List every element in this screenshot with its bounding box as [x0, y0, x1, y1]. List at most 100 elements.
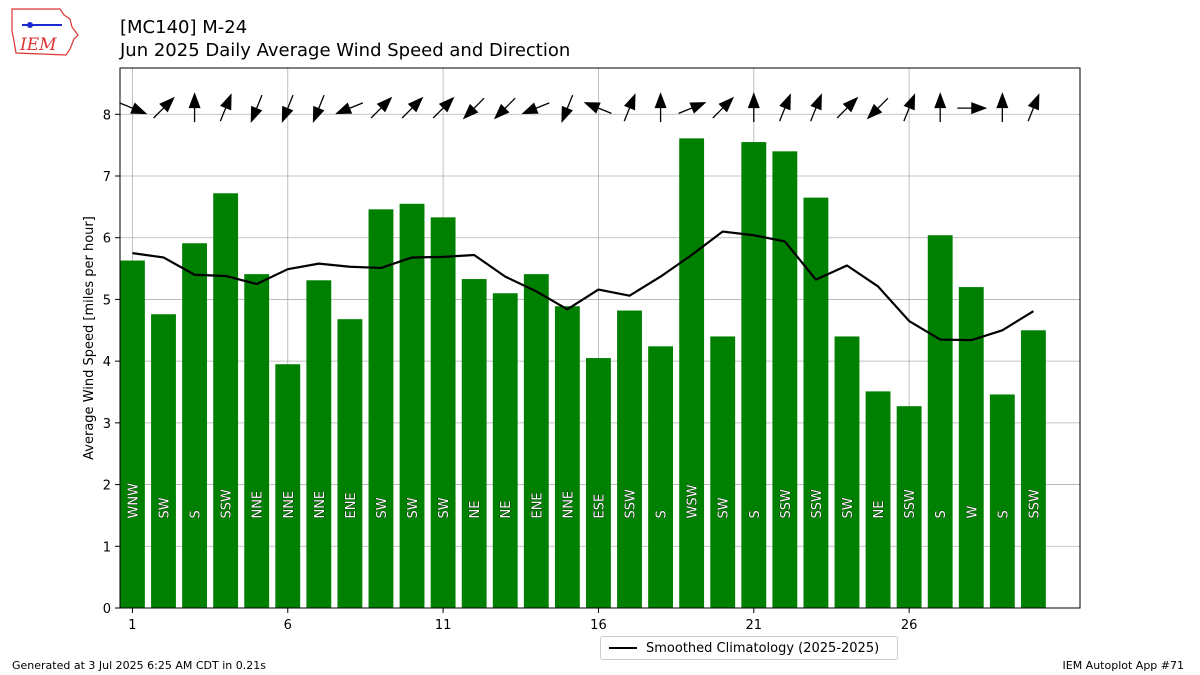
wind-arrow-icon [119, 102, 148, 115]
wind-direction-arrows [119, 92, 1040, 123]
wind-speed-bar [896, 406, 922, 608]
wind-speed-bar [461, 279, 487, 608]
direction-label: SSW [624, 489, 639, 519]
wind-speed-bar [834, 336, 860, 608]
wind-arrow-head [810, 93, 822, 111]
x-tick-label: 6 [284, 618, 292, 633]
wind-arrow-icon [934, 92, 947, 123]
direction-label: SSW [220, 489, 235, 519]
wind-arrow-shaft [317, 94, 325, 111]
wind-arrow-head [996, 92, 1009, 109]
direction-label: SSW [903, 489, 918, 519]
direction-label: NNE [313, 491, 328, 519]
direction-label: SW [406, 497, 421, 518]
wind-speed-bar [772, 151, 798, 609]
wind-arrow-shaft [623, 106, 631, 122]
wind-arrow-icon [779, 93, 791, 122]
station-dot-icon [27, 22, 33, 28]
wind-speed-bar [586, 358, 611, 608]
wind-arrow-head [654, 92, 667, 109]
wind-speed-bar [803, 197, 829, 608]
wind-speed-bar [710, 336, 736, 608]
wind-speed-bar [492, 293, 518, 608]
wind-arrow-shaft [255, 94, 263, 111]
wind-speed-bar [399, 203, 425, 608]
wind-speed-bar [306, 280, 332, 608]
x-tick-label: 16 [590, 618, 607, 633]
plot-frame [119, 67, 1081, 609]
direction-label: SSW [1027, 489, 1042, 519]
wind-arrow-shaft [566, 94, 574, 111]
wind-arrow-shaft [903, 106, 911, 122]
direction-label: SSW [810, 489, 825, 519]
wind-arrow-icon [836, 96, 859, 119]
y-axis-label: Average Wind Speed [miles per hour] [82, 216, 97, 460]
direction-label: ESE [592, 494, 607, 519]
x-tick-label: 21 [746, 618, 763, 633]
wind-arrow-head [934, 92, 947, 109]
wind-arrow-icon [219, 93, 232, 122]
wind-speed-bar [368, 209, 394, 608]
direction-label: WNW [126, 483, 141, 519]
wind-arrow-shaft [876, 97, 889, 110]
direction-label: SW [375, 497, 390, 518]
wind-arrow-icon [654, 92, 667, 123]
wind-arrow-head [220, 93, 232, 111]
wind-speed-bar [648, 346, 674, 608]
wind-arrow-shaft [153, 106, 166, 119]
wind-arrow-icon [712, 96, 735, 119]
y-tick-label: 8 [103, 108, 111, 123]
y-tick-label: 3 [103, 417, 111, 432]
wind-arrow-icon [996, 92, 1009, 123]
wind-speed-bar [617, 310, 642, 608]
wind-arrow-icon [903, 93, 916, 122]
wind-arrow-head [335, 102, 353, 115]
wind-arrow-head [747, 92, 760, 109]
wind-arrow-shaft [219, 106, 227, 122]
wind-arrow-icon [188, 92, 201, 123]
wind-arrow-head [188, 92, 201, 109]
wind-arrow-shaft [286, 94, 294, 111]
wind-arrow-icon [521, 102, 550, 115]
direction-label: S [934, 510, 949, 518]
logo-text: IEM [19, 35, 57, 55]
y-tick-label: 7 [103, 170, 111, 185]
wind-speed-bar [213, 193, 239, 608]
wind-arrow-head [376, 96, 393, 113]
wind-arrow-shaft [432, 106, 445, 119]
wind-arrow-head [159, 96, 175, 113]
wind-arrow-head [1027, 93, 1040, 111]
direction-label: SSW [779, 489, 794, 519]
legend: Smoothed Climatology (2025-2025) [600, 636, 898, 660]
direction-label: S [748, 510, 763, 518]
wind-speed-bar [430, 217, 456, 608]
x-tick-label: 11 [435, 618, 452, 633]
wind-arrow-icon [335, 102, 364, 115]
direction-label: NE [499, 501, 514, 519]
x-tick-label: 1 [128, 618, 136, 633]
direction-label: NE [468, 501, 483, 519]
wind-arrow-icon [1027, 93, 1040, 122]
legend-line-swatch [609, 647, 637, 649]
footer-generated: Generated at 3 Jul 2025 6:25 AM CDT in 0… [12, 659, 266, 672]
wind-arrow-shaft [678, 106, 694, 114]
chart-title: Jun 2025 Daily Average Wind Speed and Di… [120, 40, 571, 61]
wind-arrow-icon [623, 93, 636, 122]
wind-arrow-icon [678, 102, 707, 114]
wind-speed-bars [120, 138, 1046, 609]
wind-arrow-head [903, 93, 916, 111]
y-tick-label: 1 [103, 540, 111, 555]
climatology-line-group [132, 230, 1034, 342]
wind-arrow-icon [462, 97, 485, 120]
wind-speed-bar [741, 142, 767, 609]
wind-arrow-shaft [596, 106, 612, 114]
wind-arrow-head [521, 102, 539, 115]
direction-label: SW [841, 497, 856, 518]
wind-arrow-shaft [472, 97, 485, 110]
y-tick-label: 2 [103, 479, 111, 494]
wind-arrow-shaft [401, 106, 414, 119]
wind-arrow-icon [583, 102, 612, 114]
wind-arrow-icon [493, 97, 516, 120]
